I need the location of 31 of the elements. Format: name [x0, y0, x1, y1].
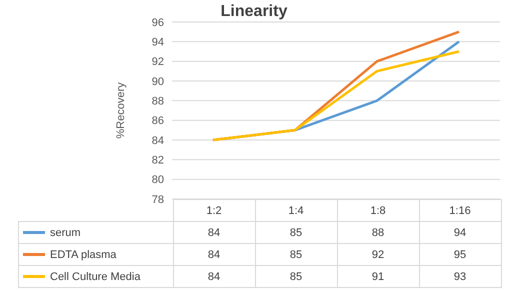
legend-label: EDTA plasma — [18, 244, 173, 266]
data-label: 95 — [419, 244, 501, 266]
data-label: 84 — [173, 266, 255, 288]
data-label: 93 — [419, 266, 501, 288]
chart-title: Linearity — [220, 3, 288, 20]
data-label: 84 — [173, 244, 255, 266]
data-label: 92 — [337, 244, 419, 266]
y-tick-label: 92 — [152, 56, 164, 68]
x-tick-label: 1:8 — [337, 200, 419, 222]
data-label: 88 — [337, 222, 419, 244]
x-tick-label: 1:16 — [419, 200, 501, 222]
x-tick-label: 1:2 — [173, 200, 255, 222]
data-label: 84 — [173, 222, 255, 244]
y-tick-label: 78 — [152, 194, 164, 206]
data-label: 85 — [255, 222, 337, 244]
y-tick-label: 82 — [152, 154, 164, 167]
data-label: 94 — [419, 222, 501, 244]
legend-label: serum — [18, 222, 173, 244]
y-tick-label: 88 — [152, 96, 164, 108]
y-tick-label: 86 — [152, 115, 164, 128]
y-tick-label: 90 — [152, 76, 164, 88]
y-tick-label: 80 — [152, 174, 164, 186]
data-label: 85 — [255, 266, 337, 288]
data-label: 91 — [337, 266, 419, 288]
x-tick-label: 1:4 — [255, 200, 337, 222]
y-tick-label: 96 — [152, 16, 164, 29]
legend-label: Cell Culture Media — [18, 266, 173, 288]
data-label: 85 — [255, 244, 337, 266]
y-tick-label: 84 — [152, 134, 164, 147]
y-tick-label: 94 — [152, 36, 164, 49]
y-axis-title: %Recovery — [114, 82, 127, 139]
